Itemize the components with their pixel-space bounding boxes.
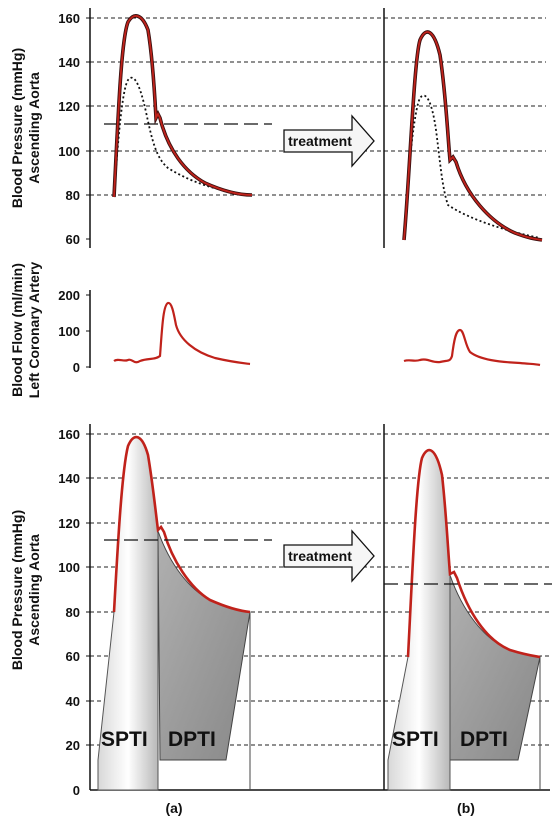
bottom-y-label: Blood Pressure (mmHg) Ascending Aorta [9, 510, 42, 670]
y-axis-label: Blood Flow (ml/min) [9, 263, 25, 397]
panel-label-a: (a) [165, 800, 182, 816]
arrow-shape [283, 114, 375, 168]
spti-label-b: SPTI [392, 728, 439, 751]
bottom-ticks: 160 140 120 100 80 60 40 20 0 [58, 427, 90, 798]
dotted-pressure-curve [113, 76, 251, 198]
dpti-label-b: DPTI [460, 728, 508, 751]
pressure-curve-b-bottom [406, 448, 541, 659]
y-axis-label: Blood Pressure (mmHg) [9, 48, 25, 208]
spti-label-a: SPTI [101, 728, 148, 751]
y-tick-label: 0 [73, 783, 80, 798]
dpti-area-a [157, 530, 251, 761]
y-tick-label: 140 [58, 55, 80, 70]
pressure-curve-a-bottom [112, 435, 251, 614]
treatment-arrow: treatment [283, 114, 375, 168]
treatment-label: treatment [288, 133, 352, 149]
pressure-curve-b [402, 30, 543, 242]
y-tick-label: 140 [58, 471, 80, 486]
middle-chart: 200 100 0 Blood Flow (ml/min) Left Coron… [9, 262, 541, 399]
y-tick-label: 160 [58, 11, 80, 26]
top-chart: 160 140 120 100 80 60 Blood Pressure (mm… [9, 8, 546, 248]
y-tick-label: 20 [66, 738, 80, 753]
y-tick-label: 60 [66, 232, 80, 247]
y-tick-label: 80 [66, 605, 80, 620]
y-tick-label: 100 [58, 144, 80, 159]
treatment-arrow-bottom: treatment [283, 529, 375, 583]
y-tick-label: 100 [58, 324, 80, 339]
pressure-curve-red [113, 15, 253, 198]
y-tick-label: 200 [58, 288, 80, 303]
pressure-curve-b-red [403, 31, 543, 241]
area-group-b: SPTI DPTI [384, 448, 552, 791]
y-tick-label: 100 [58, 560, 80, 575]
top-ticks: 160 140 120 100 80 60 [58, 11, 90, 247]
y-tick-label: 0 [73, 360, 80, 375]
y-axis-label: Left Coronary Artery [26, 262, 42, 399]
y-tick-label: 60 [66, 649, 80, 664]
y-tick-label: 120 [58, 516, 80, 531]
mid-y-label: Blood Flow (ml/min) Left Coronary Artery [9, 262, 42, 399]
dpti-label-a: DPTI [168, 728, 216, 751]
top-y-label: Blood Pressure (mmHg) Ascending Aorta [9, 48, 42, 208]
y-axis-label: Blood Pressure (mmHg) [9, 510, 25, 670]
arrow-shape [283, 529, 375, 583]
flow-curve-b [403, 328, 541, 367]
y-tick-label: 80 [66, 188, 80, 203]
y-axis-label: Ascending Aorta [26, 72, 42, 184]
y-tick-label: 120 [58, 99, 80, 114]
dotted-pressure-curve-b [403, 94, 541, 241]
y-axis-label: Ascending Aorta [26, 534, 42, 646]
area-group-a: SPTI DPTI [97, 435, 272, 791]
bottom-chart: 160 140 120 100 80 60 40 20 0 Blood Pres… [9, 424, 552, 816]
y-tick-label: 160 [58, 427, 80, 442]
top-gridlines [90, 17, 546, 196]
panel-label-b: (b) [457, 800, 475, 816]
treatment-label: treatment [288, 548, 352, 564]
y-tick-label: 40 [66, 694, 80, 709]
flow-curve-a [113, 301, 251, 366]
